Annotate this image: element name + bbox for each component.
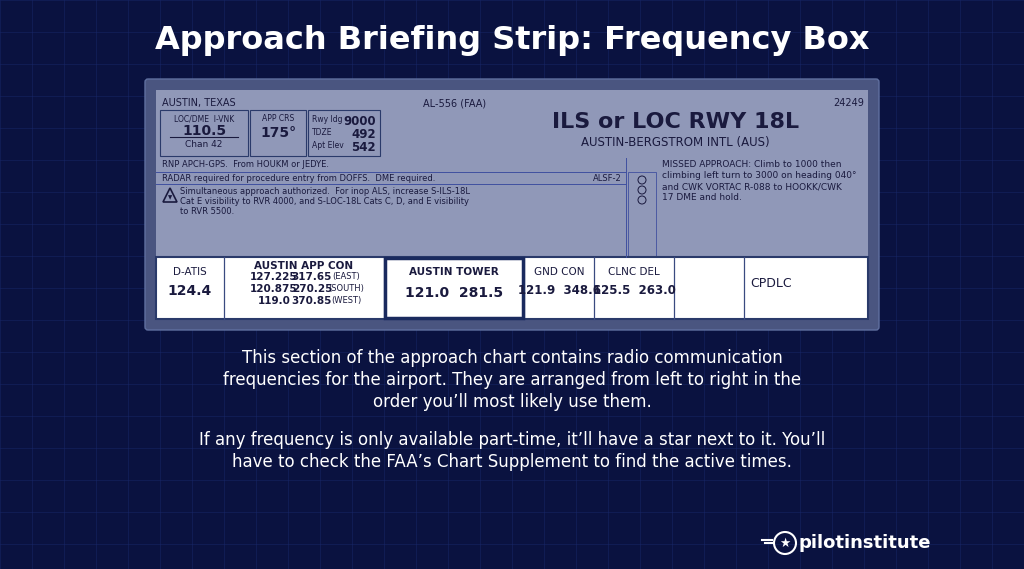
Bar (156, 257, 868, 319)
Text: Approach Briefing Strip: Frequency Box: Approach Briefing Strip: Frequency Box (155, 24, 869, 56)
Text: Rwy ldg: Rwy ldg (312, 115, 342, 124)
Bar (308, 110, 380, 156)
Text: AUSTIN-BERGSTROM INTL (AUS): AUSTIN-BERGSTROM INTL (AUS) (582, 136, 770, 149)
Text: 317.65: 317.65 (292, 272, 332, 282)
Text: pilotinstitute: pilotinstitute (798, 534, 931, 552)
Text: and CWK VORTAC R-088 to HOOKK/CWK: and CWK VORTAC R-088 to HOOKK/CWK (662, 182, 842, 191)
Text: ▼: ▼ (168, 195, 172, 200)
Text: CLNC DEL: CLNC DEL (608, 267, 659, 277)
Text: (WEST): (WEST) (331, 296, 361, 305)
Text: 175°: 175° (260, 126, 296, 140)
Bar (250, 110, 306, 156)
Text: ILS or LOC RWY 18L: ILS or LOC RWY 18L (552, 112, 800, 132)
Bar (628, 172, 656, 257)
FancyBboxPatch shape (145, 79, 879, 330)
Text: 127.225: 127.225 (250, 272, 298, 282)
Text: This section of the approach chart contains radio communication: This section of the approach chart conta… (242, 349, 782, 367)
Text: If any frequency is only available part-time, it’ll have a star next to it. You’: If any frequency is only available part-… (199, 431, 825, 449)
Text: AUSTIN TOWER: AUSTIN TOWER (410, 267, 499, 277)
Text: 542: 542 (351, 141, 376, 154)
Text: 119.0: 119.0 (258, 296, 291, 306)
Text: APP CRS: APP CRS (262, 114, 294, 123)
Text: frequencies for the airport. They are arranged from left to right in the: frequencies for the airport. They are ar… (223, 371, 801, 389)
Text: CPDLC: CPDLC (751, 277, 792, 290)
Text: 270.25: 270.25 (292, 284, 332, 294)
Text: RADAR required for procedure entry from DOFFS.  DME required.: RADAR required for procedure entry from … (162, 174, 435, 183)
Text: order you’ll most likely use them.: order you’ll most likely use them. (373, 393, 651, 411)
Bar (385, 258, 523, 318)
Text: have to check the FAA’s Chart Supplement to find the active times.: have to check the FAA’s Chart Supplement… (232, 453, 792, 471)
Text: GND CON: GND CON (534, 267, 585, 277)
Text: RNP APCH-GPS.  From HOUKM or JEDYE.: RNP APCH-GPS. From HOUKM or JEDYE. (162, 160, 329, 169)
Text: to RVR 5500.: to RVR 5500. (180, 207, 234, 216)
Text: 121.0  281.5: 121.0 281.5 (404, 286, 503, 300)
Text: 9000: 9000 (343, 115, 376, 128)
Bar (160, 110, 248, 156)
Text: Apt Elev: Apt Elev (312, 141, 344, 150)
Text: TDZE: TDZE (312, 128, 333, 137)
Text: 492: 492 (351, 128, 376, 141)
Text: 120.875: 120.875 (250, 284, 298, 294)
Text: D-ATIS: D-ATIS (173, 267, 207, 277)
Text: Cat E visibility to RVR 4000, and S-LOC-18L Cats C, D, and E visibility: Cat E visibility to RVR 4000, and S-LOC-… (180, 197, 469, 206)
Text: 121.9  348.6: 121.9 348.6 (517, 284, 600, 297)
Text: 124.4: 124.4 (168, 284, 212, 298)
Polygon shape (163, 188, 177, 202)
Text: (SOUTH): (SOUTH) (328, 284, 364, 293)
Text: AL-556 (FAA): AL-556 (FAA) (424, 98, 486, 108)
Text: ALSF-2: ALSF-2 (593, 174, 622, 183)
Text: AUSTIN, TEXAS: AUSTIN, TEXAS (162, 98, 236, 108)
Text: 125.5  263.0: 125.5 263.0 (593, 284, 676, 297)
Text: climbing left turn to 3000 on heading 040°: climbing left turn to 3000 on heading 04… (662, 171, 856, 180)
Text: Simultaneous approach authorized.  For inop ALS, increase S-ILS-18L: Simultaneous approach authorized. For in… (180, 187, 470, 196)
Text: 110.5: 110.5 (182, 124, 226, 138)
Text: MISSED APPROACH: Climb to 1000 then: MISSED APPROACH: Climb to 1000 then (662, 160, 842, 169)
Text: 370.85: 370.85 (292, 296, 332, 306)
Text: LOC/DME  I-VNK: LOC/DME I-VNK (174, 114, 234, 123)
Bar (156, 90, 868, 319)
Text: (EAST): (EAST) (332, 272, 359, 281)
Text: ★: ★ (779, 537, 791, 550)
Text: 17 DME and hold.: 17 DME and hold. (662, 193, 741, 202)
Text: Chan 42: Chan 42 (185, 140, 222, 149)
Text: AUSTIN APP CON: AUSTIN APP CON (254, 261, 353, 271)
Text: 24249: 24249 (834, 98, 864, 108)
